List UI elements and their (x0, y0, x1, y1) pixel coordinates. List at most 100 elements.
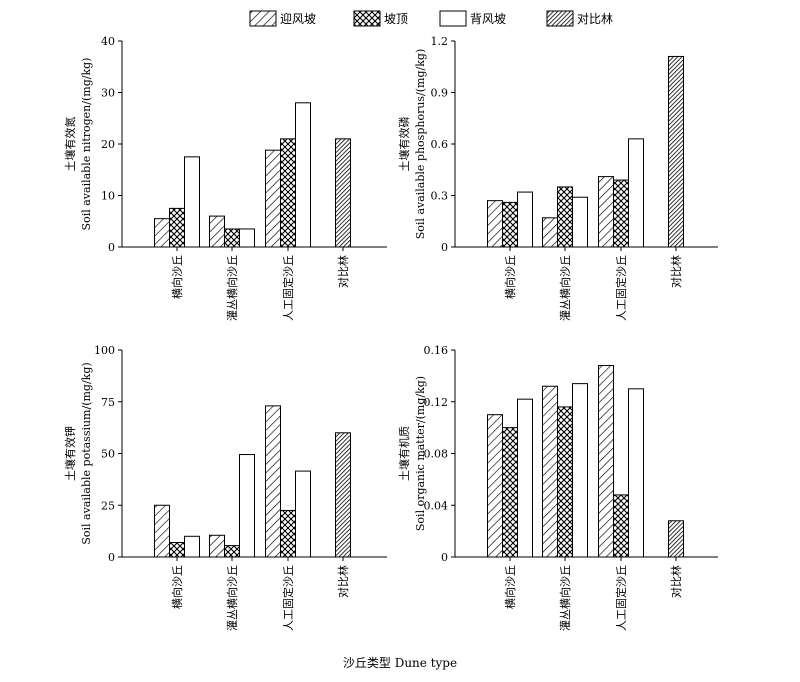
legend-label-2: 背风坡 (470, 12, 506, 26)
bar-0-0 (487, 414, 503, 558)
panels: 0 10 20 30 40 土壤有效氮 Soil available nitrogen/(m… (63, 35, 718, 631)
bar-0-2 (598, 176, 614, 248)
bar-1-1 (224, 228, 240, 248)
bar-2-0 (184, 156, 200, 248)
y-tick-label: 25 (101, 499, 115, 512)
y-tick-label: 1.2 (431, 35, 449, 48)
y-tick-label: 0 (441, 241, 448, 254)
x-tick-label: 灌丛横向沙丘 (225, 255, 239, 321)
bar-0-2 (265, 149, 281, 248)
bar-2-1 (572, 383, 588, 558)
y-axis-label-cn: 土壤有效钾 (63, 426, 77, 481)
bar-2-2 (628, 388, 644, 558)
bar-0-0 (487, 200, 503, 248)
bar-1-1 (557, 406, 573, 558)
y-tick-label: 100 (94, 344, 115, 357)
bar-3-3 (668, 520, 684, 558)
chart-panel-1: 0 0.3 0.6 0.9 1.2 土壤有效磷 Soil available phospho… (397, 35, 718, 321)
legend-item-1: 坡顶 (353, 10, 408, 27)
y-tick-label: 0.16 (424, 344, 449, 357)
y-tick-label: 30 (101, 87, 115, 100)
bar-3-3 (668, 55, 684, 248)
x-tick-label: 横向沙丘 (170, 255, 184, 299)
y-axis-label-en: Soil organic matter/(mg/kg) (414, 376, 427, 531)
bar-0-1 (542, 385, 558, 558)
bar-1-2 (280, 138, 296, 248)
bar-1-1 (557, 186, 573, 248)
x-tick-label: 人工固定沙丘 (281, 565, 295, 631)
bar-0-2 (598, 365, 614, 558)
y-axis-label-en: Soil available potassium/(mg/kg) (80, 362, 93, 544)
y-tick-label: 0.12 (424, 396, 449, 409)
x-tick-label: 对比林 (669, 255, 683, 288)
chart-panel-3: 0 0.04 0.08 0.12 0.16 土壤有机质 Soil organic matte… (397, 344, 718, 631)
x-tick-label: 灌丛横向沙丘 (558, 255, 572, 321)
x-axis-title: 沙丘类型 Dune type (343, 656, 457, 670)
legend-swatch-0 (249, 10, 277, 27)
legend-label-1: 坡顶 (384, 12, 408, 26)
y-tick-label: 20 (101, 138, 115, 151)
legend-item-2: 背风坡 (439, 10, 506, 27)
bar-1-0 (502, 427, 518, 558)
bar-2-1 (239, 454, 255, 558)
y-tick-label: 0 (441, 551, 448, 564)
x-tick-label: 对比林 (669, 565, 683, 598)
y-tick-label: 0 (108, 241, 115, 254)
chart-panel-0: 0 10 20 30 40 土壤有效氮 Soil available nitrogen/(m… (63, 35, 387, 321)
bar-0-1 (209, 215, 225, 248)
y-axis-label-en: Soil available phosphorus/(mg/kg) (414, 49, 427, 240)
bar-1-2 (613, 494, 629, 558)
legend-label-0: 迎风坡 (280, 12, 316, 26)
x-tick-label: 人工固定沙丘 (614, 565, 628, 631)
legend-item-0: 迎风坡 (249, 10, 316, 27)
bar-1-1 (224, 545, 240, 558)
bar-0-2 (265, 405, 281, 558)
x-tick-label: 人工固定沙丘 (614, 255, 628, 321)
bar-0-1 (542, 217, 558, 248)
legend-swatch-1 (353, 10, 381, 27)
legend-swatch-2 (439, 10, 467, 27)
y-tick-label: 75 (101, 396, 115, 409)
y-tick-label: 0.08 (424, 448, 449, 461)
bar-1-0 (502, 201, 518, 248)
bar-2-0 (517, 398, 533, 558)
bar-2-2 (295, 470, 311, 558)
bar-0-0 (154, 218, 170, 248)
y-tick-label: 0.6 (431, 138, 449, 151)
y-tick-label: 40 (101, 35, 115, 48)
bar-1-2 (280, 509, 296, 558)
y-axis-label-cn: 土壤有效氮 (63, 117, 77, 172)
chart-panel-2: 0 25 50 75 100 土壤有效钾 Soil available potassium/… (63, 344, 387, 631)
x-tick-label: 灌丛横向沙丘 (225, 565, 239, 631)
bar-1-0 (169, 542, 185, 558)
x-tick-label: 灌丛横向沙丘 (558, 565, 572, 631)
x-tick-label: 人工固定沙丘 (281, 255, 295, 321)
y-tick-label: 0.9 (431, 87, 449, 100)
y-tick-label: 0 (108, 551, 115, 564)
bar-1-2 (613, 179, 629, 248)
y-axis-label-cn: 土壤有效磷 (397, 117, 411, 172)
bar-2-0 (517, 191, 533, 248)
x-tick-label: 对比林 (336, 255, 350, 288)
bar-2-1 (239, 228, 255, 248)
bar-3-3 (335, 432, 351, 558)
y-tick-label: 0.04 (424, 499, 449, 512)
legend-label-3: 对比林 (577, 12, 613, 26)
y-axis-label-cn: 土壤有机质 (397, 426, 411, 481)
bar-3-3 (335, 138, 351, 248)
y-axis-label-en: Soil available nitrogen/(mg/kg) (80, 58, 93, 231)
legend-item-3: 对比林 (546, 10, 613, 27)
bar-2-1 (572, 196, 588, 248)
legend: 迎风坡 坡顶 背风坡 对比林 (249, 10, 613, 27)
bar-0-0 (154, 504, 170, 558)
legend-swatch-3 (546, 10, 574, 27)
x-tick-label: 横向沙丘 (503, 255, 517, 299)
x-tick-label: 横向沙丘 (170, 565, 184, 609)
y-tick-label: 10 (101, 190, 115, 203)
bar-2-2 (628, 138, 644, 248)
x-tick-label: 横向沙丘 (503, 565, 517, 609)
bar-2-2 (295, 102, 311, 248)
bar-2-0 (184, 535, 200, 558)
y-tick-label: 50 (101, 448, 115, 461)
